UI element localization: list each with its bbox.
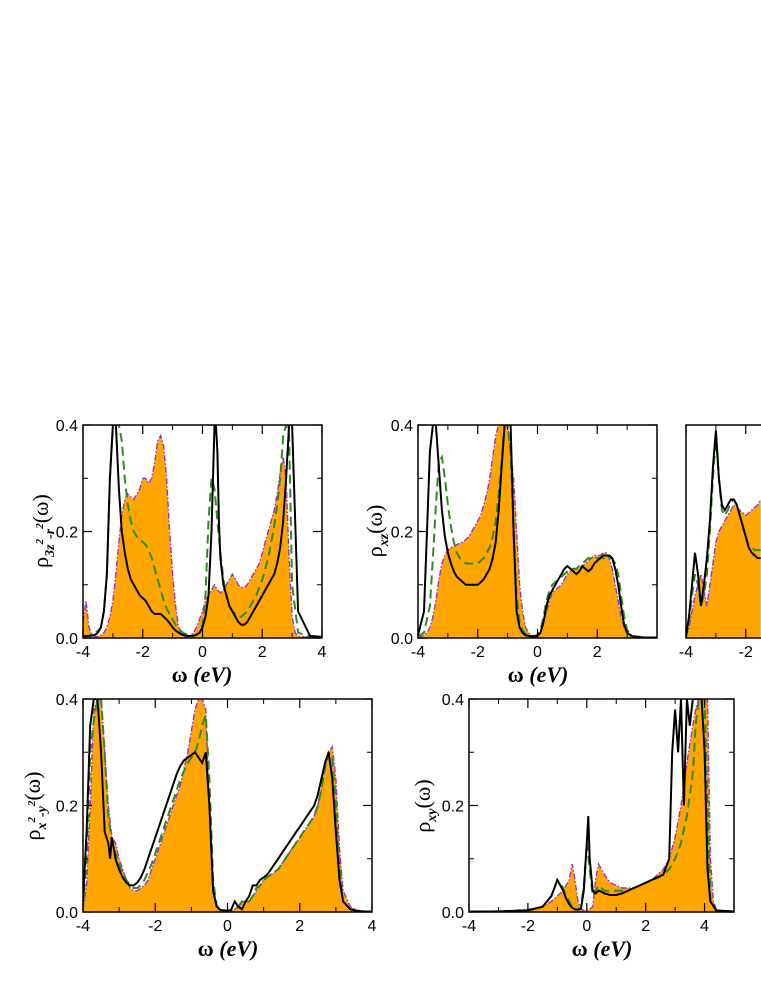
x-tick-label: 4 [318,644,327,661]
dos-solid-curve [83,699,372,912]
y-tick-label: 0.2 [56,799,78,816]
dos-filled-edge [418,425,657,638]
plot-area [83,425,322,638]
x-tick-label: -4 [679,644,693,661]
x-tick-label: 2 [641,918,650,935]
plot-area [83,699,372,912]
x-tick-label: -2 [148,918,162,935]
x-tick-label: -2 [471,644,485,661]
y-axis-label: ρxy(ω) [410,779,440,832]
x-tick-label: -2 [136,644,150,661]
x-tick-label: 0 [223,918,232,935]
y-axis-label: ρxz(ω) [362,505,392,558]
x-tick-label: 2 [258,644,267,661]
panel-4: -4 -2 0 2 4 0.0 0.2 0.4 ω (eV) ρx2-y2(ω) [20,692,377,961]
y-tick-label: 0.0 [442,905,464,922]
plot-area [686,430,761,638]
y-tick-label: 0.0 [391,631,413,648]
x-axis-label: ω (eV) [572,936,633,961]
x-tick-label: 2 [593,644,602,661]
dos-solid-curve [469,699,734,912]
x-tick-label: -2 [739,644,753,661]
x-tick-label: 0 [582,918,591,935]
y-tick-label: 0.4 [442,692,464,709]
dos-filled-edge [469,699,734,912]
x-tick-label: 2 [295,918,304,935]
x-tick-label: -4 [411,644,425,661]
axes-frame [685,424,761,639]
x-tick-label: -4 [462,918,476,935]
dos-filled-area [686,499,761,638]
plot-area [418,425,657,638]
x-tick-label: -2 [521,918,535,935]
x-tick-label: 4 [368,918,377,935]
x-tick-label: -4 [76,918,90,935]
y-tick-label: 0.4 [391,418,413,435]
plot-area [469,699,734,912]
y-tick-label: 0.2 [442,799,464,816]
panel-3: -4 -2 [679,424,761,661]
x-axis-label: ω (eV) [508,662,569,687]
dos-solid-curve [83,425,322,638]
y-tick-label: 0.0 [56,631,78,648]
x-tick-label: 4 [700,918,709,935]
y-tick-label: 0.2 [56,525,78,542]
x-axis-label: ω (eV) [172,662,233,687]
panel-2: -4 -2 0 2 0.0 0.2 0.4 ω (eV) ρxz(ω) [362,418,658,687]
y-tick-label: 0.4 [56,418,78,435]
x-axis-label: ω (eV) [198,936,259,961]
dos-filled-area [83,435,322,638]
y-tick-label: 0.4 [56,692,78,709]
y-axis-label: ρ3z2-r2(ω) [28,494,58,568]
panel-5: -4 -2 0 2 4 0.0 0.2 0.4 ω (eV) ρxy(ω) [410,692,735,961]
x-tick-label: -4 [76,644,90,661]
dos-filled-edge [83,433,322,638]
dos-solid-curve [686,430,761,638]
x-tick-label: 0 [198,644,207,661]
dos-solid-curve [418,425,657,638]
y-tick-label: 0.0 [56,905,78,922]
dos-filled-area [469,699,734,912]
y-axis-label: ρx2-y2(ω) [20,771,50,840]
dos-filled-area [83,699,372,912]
x-tick-label: 0 [533,644,542,661]
panel-1: -4 -2 0 2 4 0.0 0.2 0.4 ω (eV) ρ3z2-r2(ω) [28,418,327,687]
y-tick-label: 0.2 [391,525,413,542]
dos-dashed-curve [469,699,734,912]
